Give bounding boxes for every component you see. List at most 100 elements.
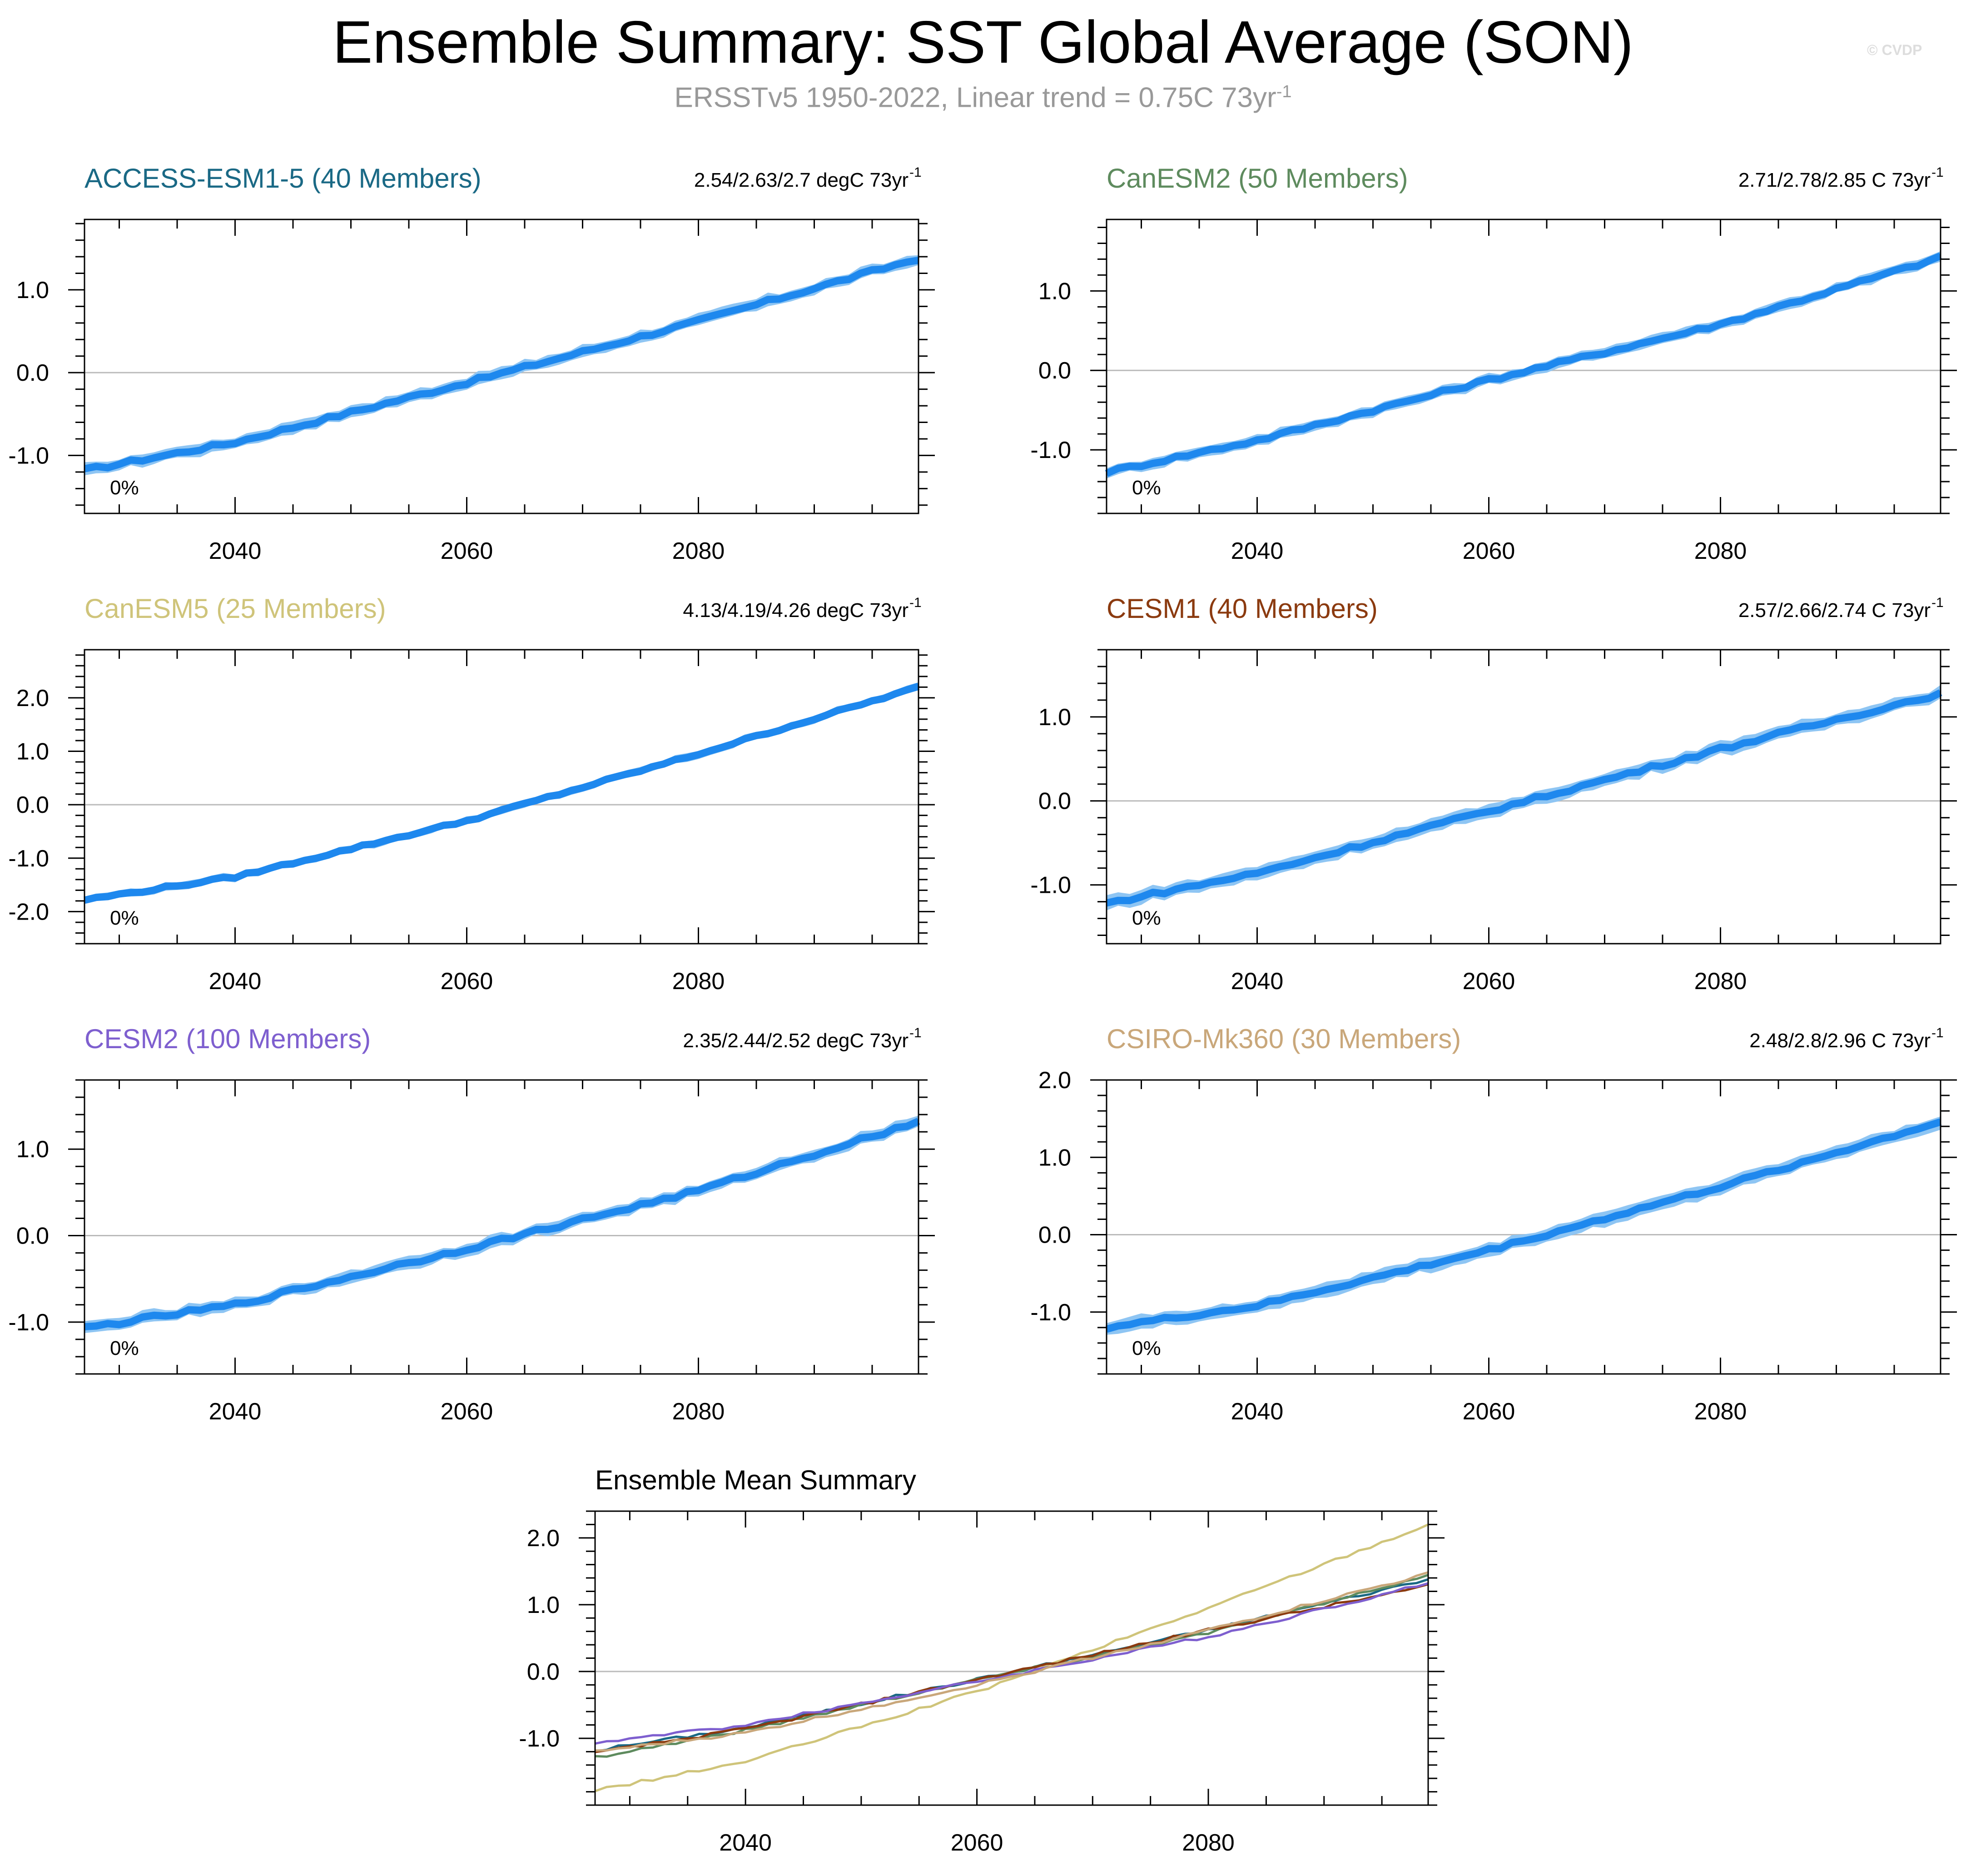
x-tick-label: 2060 [1463, 538, 1515, 564]
y-tick-label: 0.0 [16, 360, 49, 386]
trend-superscript: -1 [909, 1025, 922, 1040]
x-tick-label: 2080 [672, 968, 725, 995]
plot-frame [1106, 219, 1941, 514]
y-tick-label: 1.0 [1038, 278, 1071, 304]
summary-title: Ensemble Mean Summary [595, 1465, 916, 1495]
x-tick-label: 2080 [672, 538, 725, 564]
y-tick-label: -1.0 [8, 1309, 49, 1336]
y-tick-label: 0.0 [527, 1659, 560, 1685]
x-tick-label: 2040 [1231, 968, 1284, 995]
x-tick-label: 2040 [1231, 538, 1284, 564]
ensemble-mean-line [1105, 1118, 1942, 1333]
model-mean-line-2 [595, 1523, 1429, 1792]
panel-2: 2040 2060 2080 -2.0 -1.0 0.0 1.0 2.0 CanESM5 (25… [8, 593, 935, 995]
y-tick-label: -1.0 [8, 846, 49, 872]
y-tick-label: 0.0 [1038, 788, 1071, 815]
y-tick-label: 2.0 [527, 1525, 560, 1552]
x-tick-label: 2060 [951, 1830, 1003, 1856]
percent-annotation: 0% [110, 907, 139, 929]
percent-annotation: 0% [1132, 1337, 1161, 1359]
x-tick-label: 2060 [441, 1398, 493, 1425]
panel-title: CanESM2 (50 Members) [1107, 163, 1408, 194]
model-mean-line-5 [595, 1571, 1429, 1752]
trend-label: 4.13/4.19/4.26 degC 73yr [683, 599, 909, 622]
y-tick-label: -1.0 [1030, 872, 1071, 899]
y-tick-label: -1.0 [519, 1726, 560, 1752]
panel-5: 2040 2060 2080 -1.0 0.0 1.0 2.0 CSIRO-Mk360 (30… [1030, 1024, 1957, 1425]
y-tick-label: 0.0 [16, 1223, 49, 1249]
y-tick-label: 1.0 [16, 739, 49, 765]
plot-frame [84, 1079, 919, 1375]
plot-frame [1106, 1079, 1941, 1375]
trend-label: 2.71/2.78/2.85 C 73yr [1738, 169, 1931, 191]
x-tick-label: 2080 [1694, 1398, 1747, 1425]
panel-6: 2040 2060 2080 -1.0 0.0 1.0 2.0 Ensemble Mean S… [519, 1465, 1445, 1856]
model-mean-line-4 [595, 1582, 1429, 1745]
panel-title: CESM1 (40 Members) [1107, 593, 1378, 624]
percent-annotation: 0% [1132, 477, 1161, 499]
x-tick-label: 2060 [1463, 968, 1515, 995]
y-tick-label: 1.0 [1038, 1145, 1071, 1171]
x-tick-label: 2080 [1694, 538, 1747, 564]
ensemble-spread-band [84, 1115, 918, 1333]
x-tick-label: 2060 [441, 538, 493, 564]
y-tick-label: 2.0 [16, 685, 49, 712]
x-tick-label: 2040 [1231, 1398, 1284, 1425]
trend-superscript: -1 [1931, 1025, 1944, 1040]
y-tick-label: -1.0 [8, 443, 49, 469]
x-tick-label: 2080 [1694, 968, 1747, 995]
plot-frame [84, 219, 919, 514]
figure-title: Ensemble Summary: SST Global Average (SO… [333, 9, 1633, 75]
panel-4: 2040 2060 2080 -1.0 0.0 1.0 CESM2 (100 Members… [8, 1024, 935, 1425]
y-tick-label: 0.0 [16, 792, 49, 818]
trend-label: 2.35/2.44/2.52 degC 73yr [683, 1030, 909, 1052]
ensemble-mean-line [84, 682, 920, 904]
cvdp-watermark: © CVDP [1867, 42, 1922, 58]
y-tick-label: 1.0 [16, 277, 49, 304]
x-tick-label: 2080 [1182, 1830, 1235, 1856]
trend-superscript: -1 [1931, 165, 1944, 180]
subtitle-text: ERSSTv5 1950-2022, Linear trend = 0.75C … [674, 82, 1276, 114]
x-tick-label: 2040 [209, 968, 262, 995]
trend-label: 2.57/2.66/2.74 C 73yr [1738, 599, 1931, 622]
y-tick-label: -1.0 [1030, 437, 1071, 463]
trend-label: 2.54/2.63/2.7 degC 73yr [694, 169, 909, 191]
ensemble-mean-line [1106, 689, 1942, 907]
trend-superscript: -1 [909, 165, 922, 180]
x-tick-label: 2060 [1463, 1398, 1515, 1425]
percent-annotation: 0% [110, 477, 139, 499]
x-tick-label: 2080 [672, 1398, 725, 1425]
x-tick-label: 2040 [719, 1830, 772, 1856]
panel-title: CSIRO-Mk360 (30 Members) [1107, 1024, 1461, 1054]
trend-superscript: -1 [909, 595, 922, 610]
subtitle-superscript: -1 [1276, 82, 1292, 101]
percent-annotation: 0% [110, 1337, 139, 1359]
y-tick-label: -1.0 [1030, 1299, 1071, 1326]
y-tick-label: 1.0 [16, 1136, 49, 1163]
x-tick-label: 2040 [209, 1398, 262, 1425]
ensemble-mean-line [1105, 252, 1942, 477]
y-tick-label: 1.0 [1038, 704, 1071, 731]
y-tick-label: 1.0 [527, 1592, 560, 1618]
x-tick-label: 2060 [441, 968, 493, 995]
ensemble-spread-band [84, 682, 918, 904]
panel-3: 2040 2060 2080 -1.0 0.0 1.0 CESM1 (40 Members)… [1030, 593, 1957, 995]
panel-1: 2040 2060 2080 -1.0 0.0 1.0 CanESM2 (50 Member… [1030, 163, 1957, 564]
x-tick-label: 2040 [209, 538, 262, 564]
model-mean-line-3 [595, 1583, 1429, 1753]
y-tick-label: 2.0 [1038, 1067, 1071, 1094]
y-tick-label: -2.0 [8, 899, 49, 925]
trend-superscript: -1 [1931, 595, 1944, 610]
plot-frame [84, 649, 919, 945]
panel-title: ACCESS-ESM1-5 (40 Members) [84, 163, 482, 194]
percent-annotation: 0% [1132, 907, 1161, 929]
panel-title: CESM2 (100 Members) [84, 1024, 371, 1054]
panel-title: CanESM5 (25 Members) [84, 593, 386, 624]
y-tick-label: 0.0 [1038, 1222, 1071, 1249]
ensemble-spread-band [1107, 1116, 1941, 1335]
plot-frame [594, 1510, 1429, 1806]
plot-frame [1106, 649, 1941, 945]
ensemble-mean-line [84, 256, 919, 473]
y-tick-label: 0.0 [1038, 358, 1071, 384]
